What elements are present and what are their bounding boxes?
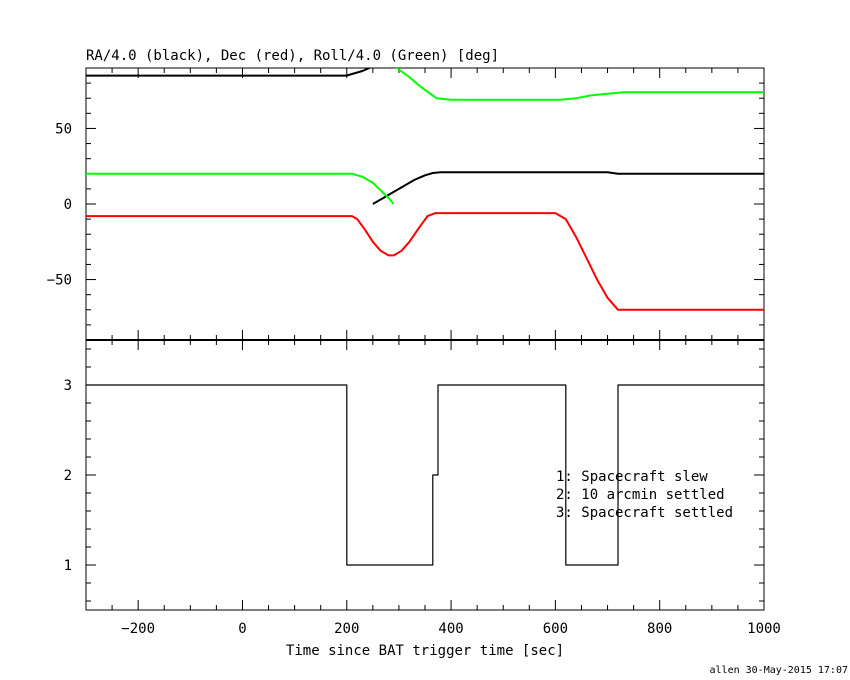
top-panel-y-tick-labels: −50 0 50 [47,121,72,288]
x-tick-label: 200 [334,621,359,637]
bottom-panel-ticks [85,340,765,610]
x-tick-label: 600 [543,621,568,637]
attitude-green-line-3 [395,68,764,101]
x-axis-label: Time since BAT trigger time [sec] [286,643,564,659]
y-tick-label: 0 [64,197,72,213]
bottom-panel-series [86,384,764,566]
attitude-black-line-1 [372,171,764,205]
bottom-panel-y-tick-labels: 1 2 3 [64,378,72,574]
state-legend: 1: Spacecraft slew 2: 10 arcmin settled … [556,469,733,521]
attitude-black-line-0 [86,68,372,77]
y-tick-label: 50 [55,121,72,137]
y-tick-label: −50 [47,273,72,289]
attitude-red-line-4 [86,212,764,311]
top-panel-series [86,68,764,311]
attitude-green-line-2 [86,172,395,205]
legend-entry-1: 1: Spacecraft slew [556,469,708,485]
legend-entry-3: 3: Spacecraft settled [556,505,733,521]
credit-stamp: allen 30-May-2015 17:07 [710,665,848,676]
top-panel-ticks [85,68,765,340]
x-tick-label: −200 [121,621,155,637]
x-tick-label: 400 [438,621,463,637]
x-tick-label: 800 [647,621,672,637]
y-tick-label: 3 [64,378,72,394]
top-panel-frame [85,67,765,341]
y-tick-label: 1 [64,558,72,574]
state-black-line-0 [86,384,764,566]
legend-entry-2: 2: 10 arcmin settled [556,487,725,503]
x-tick-labels: −200 0 200 400 600 800 1000 [121,621,781,637]
x-tick-label: 1000 [747,621,781,637]
y-tick-label: 2 [64,468,72,484]
x-tick-label: 0 [238,621,246,637]
chart-title: RA/4.0 (black), Dec (red), Roll/4.0 (Gre… [86,48,499,64]
